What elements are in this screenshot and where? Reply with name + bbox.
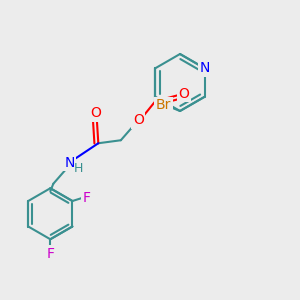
Text: H: H <box>74 162 83 175</box>
Text: O: O <box>90 106 101 120</box>
Text: N: N <box>64 156 75 170</box>
Text: O: O <box>178 87 189 101</box>
Text: F: F <box>46 247 54 261</box>
Text: O: O <box>133 113 144 127</box>
Text: Br: Br <box>156 98 171 112</box>
Text: F: F <box>83 191 91 205</box>
Text: N: N <box>200 61 210 75</box>
